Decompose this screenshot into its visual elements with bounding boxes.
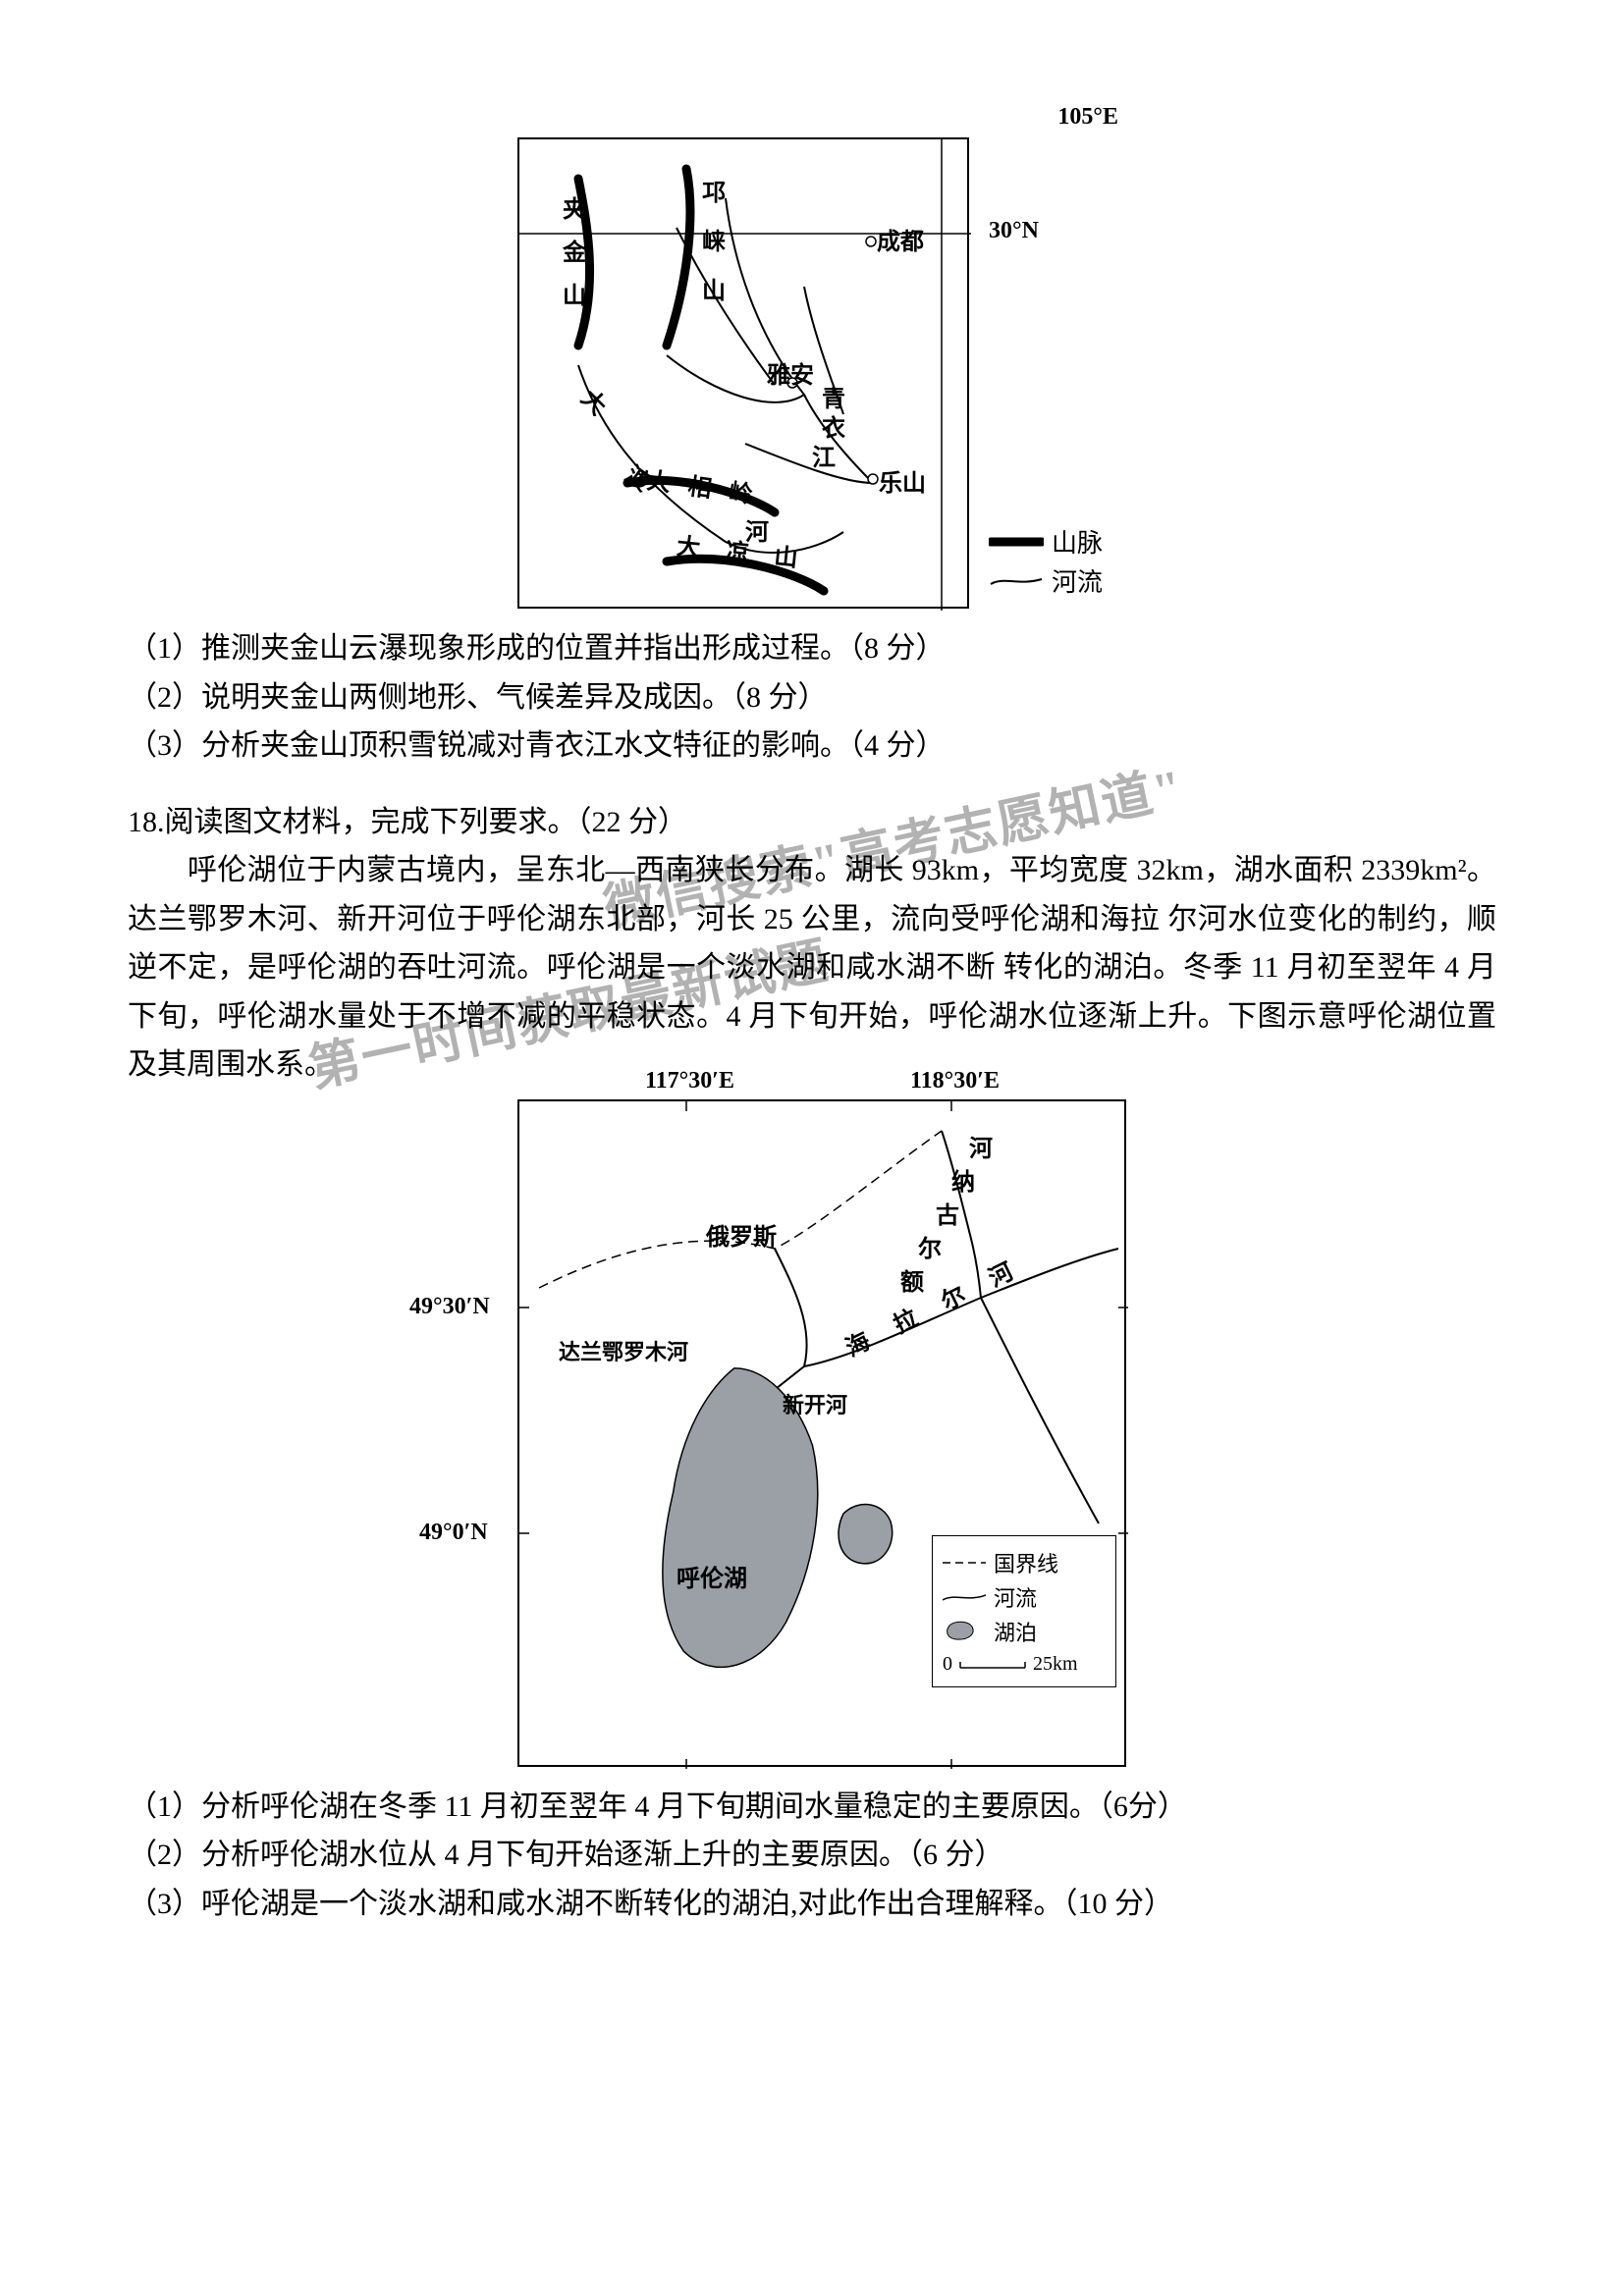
map2-lon2: 118°30′E [910, 1068, 1000, 1095]
q17-sub2: （2）说明夹金山两侧地形、气候差异及成因。（8 分） [128, 673, 1496, 722]
map1-container: 105°E [128, 137, 1496, 609]
q18-sub2: （2）分析呼伦湖水位从 4 月下旬开始逐渐上升的主要原因。（6 分） [128, 1831, 1496, 1880]
map2-dalan: 达兰鄂罗木河 [559, 1335, 688, 1366]
map2-xinkai: 新开河 [783, 1388, 847, 1419]
map2-lon1: 117°30′E [645, 1068, 734, 1095]
map2-legend-border: 国界线 [943, 1547, 1106, 1578]
map2-russia: 俄罗斯 [706, 1217, 777, 1252]
map2-container: 俄罗斯 达兰鄂罗木河 新开河 呼伦湖 海拉尔河 河 纳 古 尔 额 国界线 [128, 1099, 1496, 1767]
map2-scale: 0 25km [943, 1653, 1106, 1676]
map1-legend-river: 河流 [989, 562, 1103, 599]
map1-box: 105°E [498, 137, 1126, 609]
map2-lake-label: 呼伦湖 [677, 1559, 747, 1593]
q18-para: 呼伦湖位于内蒙古境内，呈东北—西南狭长分布。湖长 93km，平均宽度 32km，… [128, 854, 1496, 1081]
map1-legend: 山脉 河流 [989, 520, 1103, 602]
q18-header: 18.阅读图文材料，完成下列要求。（22 分） [128, 798, 1496, 847]
map1-jiajinshan: 夹 金 山 [563, 188, 586, 318]
map1-qingyi: 青 衣 江 [822, 385, 845, 473]
map1-lon-label: 105°E [1057, 104, 1118, 131]
map2-legend: 国界线 河流 湖泊 0 25km [932, 1535, 1116, 1687]
map1-qionglai: 邛 崃 山 [702, 169, 726, 316]
map1-legend-mountain: 山脉 [989, 523, 1103, 560]
map2-frame: 俄罗斯 达兰鄂罗木河 新开河 呼伦湖 海拉尔河 河 纳 古 尔 额 国界线 [517, 1099, 1126, 1767]
map1-lat-label: 30°N [989, 218, 1039, 244]
q18-sub1: （1）分析呼伦湖在冬季 11 月初至翌年 4 月下旬期间水量稳定的主要原因。（6… [128, 1783, 1496, 1832]
map1-chengdu: 成都 [877, 222, 924, 256]
map2-erguna: 河 纳 古 尔 额 [900, 1133, 993, 1300]
map2-legend-lake: 湖泊 [943, 1616, 1106, 1647]
map2-lat1: 49°30′N [409, 1294, 490, 1320]
q18-para-wrap: 呼伦湖位于内蒙古境内，呈东北—西南狭长分布。湖长 93km，平均宽度 32km，… [128, 846, 1496, 1090]
map2-legend-river: 河流 [943, 1581, 1106, 1613]
map2-box: 俄罗斯 达兰鄂罗木河 新开河 呼伦湖 海拉尔河 河 纳 古 尔 额 国界线 [409, 1099, 1215, 1767]
q18-sub3: （3）呼伦湖是一个淡水湖和咸水湖不断转化的湖泊,对此作出合理解释。（10 分） [128, 1880, 1496, 1929]
q17-sub3: （3）分析夹金山顶积雪锐减对青衣江水文特征的影响。（4 分） [128, 721, 1496, 771]
q17-sub1: （1）推测夹金山云瀑现象形成的位置并指出形成过程。（8 分） [128, 624, 1496, 673]
map1-dadu3: 河 [745, 512, 769, 547]
map1-frame: 夹 金 山 邛 崃 山 大相岭 大凉山 大 渡 河 [517, 137, 969, 609]
map1-yaan: 雅安 [767, 355, 814, 390]
map2-lat2: 49°0′N [419, 1520, 488, 1546]
map1-leshan: 乐山 [879, 463, 926, 498]
